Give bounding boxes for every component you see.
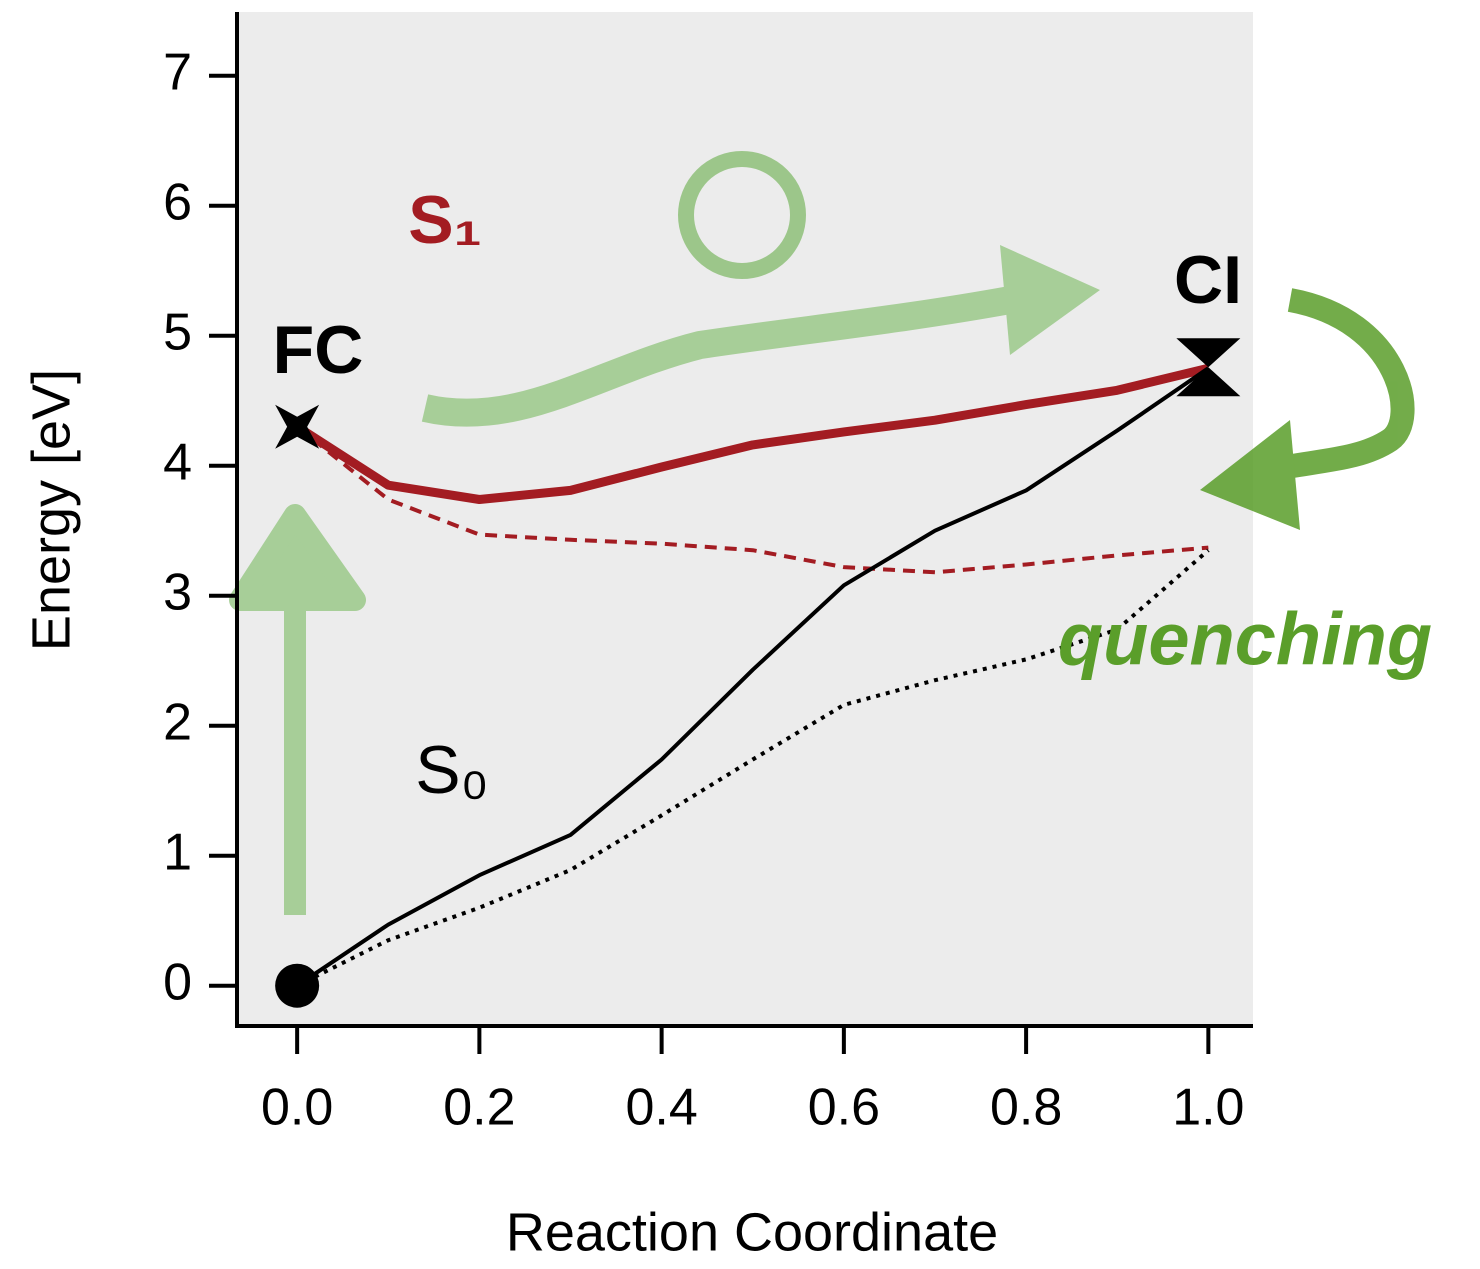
annotation: FC bbox=[273, 312, 364, 388]
y-axis-title: Energy [eV] bbox=[21, 369, 81, 651]
y-tick-label: 4 bbox=[163, 433, 192, 491]
x-tick-label: 0.4 bbox=[625, 1079, 697, 1137]
series-line bbox=[294, 363, 1210, 504]
y-tick-label: 6 bbox=[163, 173, 192, 231]
annotation: S₁ bbox=[408, 182, 481, 258]
x-tick-label: 0.6 bbox=[808, 1079, 880, 1137]
excitation-arrow bbox=[229, 504, 366, 915]
marker bbox=[275, 404, 320, 449]
x-tick-label: 0.2 bbox=[443, 1079, 515, 1137]
marker bbox=[1176, 338, 1241, 397]
quench-arrow-head bbox=[1200, 420, 1300, 530]
series-line bbox=[296, 366, 1210, 988]
x-tick-label: 1.0 bbox=[1172, 1079, 1244, 1137]
series-layer bbox=[294, 363, 1210, 988]
y-tick-label: 5 bbox=[163, 303, 192, 361]
path-arrow bbox=[421, 286, 1013, 427]
path-arrow-head bbox=[1000, 245, 1100, 355]
y-tick-label: 0 bbox=[163, 953, 192, 1011]
x-axis-title: Reaction Coordinate bbox=[506, 1202, 998, 1262]
y-tick-label: 2 bbox=[163, 693, 192, 751]
y-tick-label: 7 bbox=[163, 43, 192, 101]
y-tick-label: 3 bbox=[163, 563, 192, 621]
series-line bbox=[295, 425, 1209, 575]
x-tick-label: 0.0 bbox=[261, 1079, 333, 1137]
x-tick-label: 0.8 bbox=[990, 1079, 1062, 1137]
decorations bbox=[229, 151, 1415, 915]
circle-symbol bbox=[678, 151, 806, 279]
marker bbox=[275, 963, 320, 1008]
annotation: CI bbox=[1174, 242, 1242, 318]
annotation: quenching bbox=[1058, 598, 1432, 681]
annotation: S₀ bbox=[415, 732, 489, 808]
series-line bbox=[296, 548, 1210, 988]
plot-area bbox=[237, 12, 1253, 1026]
y-tick-label: 1 bbox=[163, 823, 192, 881]
quench-arrow bbox=[1267, 288, 1415, 482]
